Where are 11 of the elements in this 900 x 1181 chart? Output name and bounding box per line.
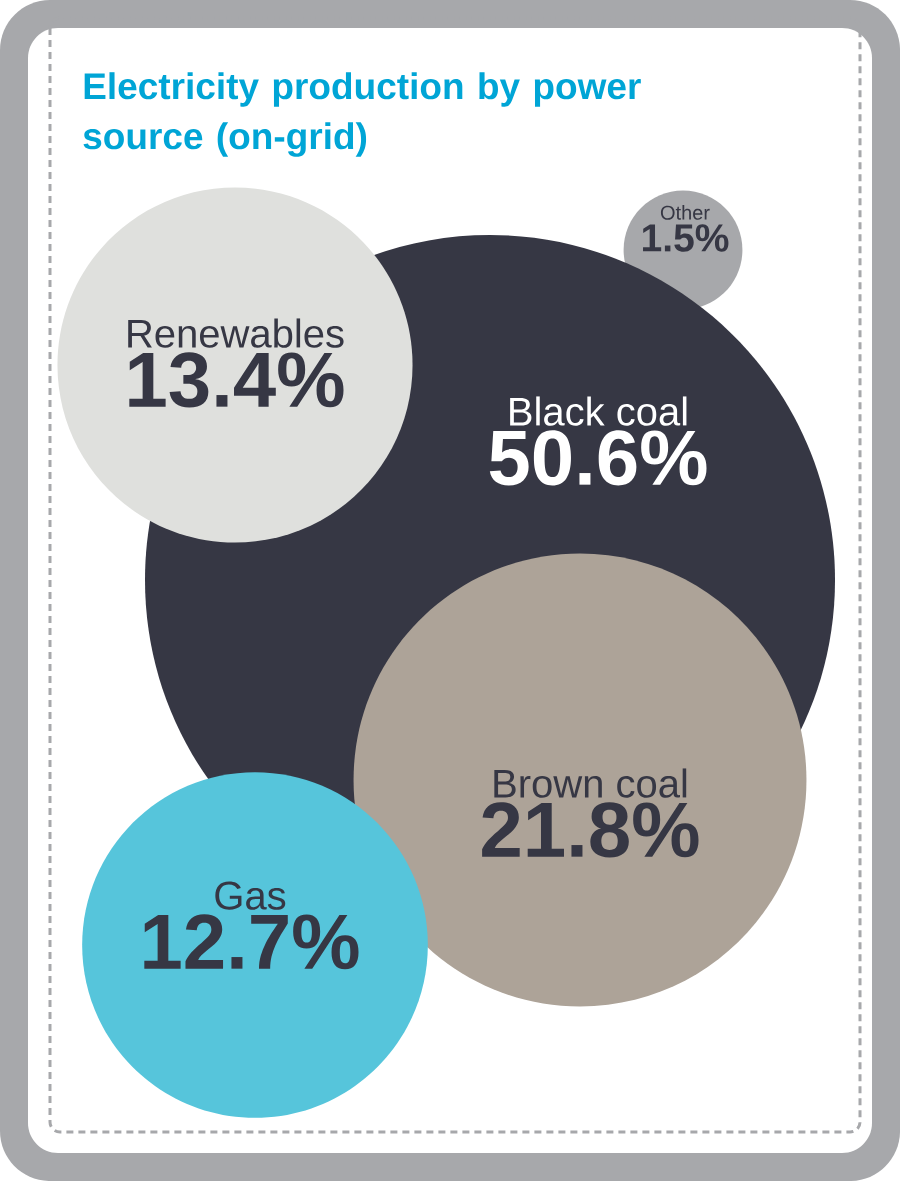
category-label: Other (660, 205, 710, 220)
data-label: 1.5% (643, 224, 729, 252)
category-label: Brown coal (494, 768, 687, 798)
text: Electricity production by power source (on-grid) (83, 72, 641, 157)
category-label: Renewables (128, 318, 344, 348)
data-label: 13.4% (129, 352, 344, 408)
data-label: 21.8% (482, 802, 699, 858)
category-label: Black coal (510, 396, 687, 426)
data-label: 50.6% (489, 430, 707, 486)
category-label: Gas (215, 881, 286, 910)
data-label: 12.7% (144, 914, 359, 970)
